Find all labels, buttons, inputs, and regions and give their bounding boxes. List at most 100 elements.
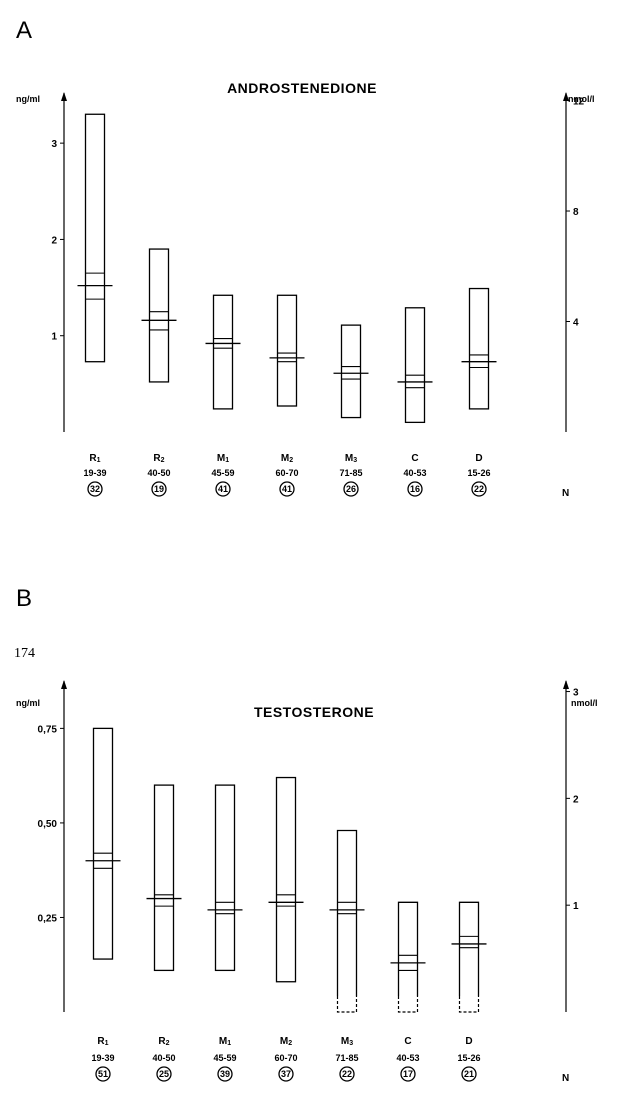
age-range-label: 71-85 (339, 468, 362, 478)
sample-count-label: 25 (159, 1069, 169, 1079)
group-label: M2 (281, 453, 293, 464)
right-tick-label: 3 (573, 688, 579, 699)
panel-a-label: A (16, 17, 32, 44)
age-range-label: 40-50 (152, 1053, 175, 1063)
range-bar (404, 307, 426, 424)
age-range-label: 15-26 (457, 1053, 480, 1063)
range-bar (84, 113, 106, 363)
panel-b-label: B (16, 585, 32, 612)
right-axis-arrow (563, 92, 569, 101)
group-label: D (475, 453, 482, 464)
count-circle (279, 481, 295, 497)
sample-count-label: 19 (154, 484, 164, 494)
group-label: R1 (97, 1036, 108, 1047)
n-label: N (562, 488, 569, 499)
group-label: M2 (280, 1036, 292, 1047)
range-bar-open-bottom (397, 996, 419, 1013)
right-tick-label: 1 (573, 901, 579, 912)
age-range-label: 40-53 (403, 468, 426, 478)
age-range-label: 60-70 (275, 468, 298, 478)
group-label: M3 (345, 453, 357, 464)
right-axis-unit: nmol/l (571, 698, 598, 708)
range-bar-open-bottom (458, 996, 480, 1013)
sample-count-label: 41 (218, 484, 228, 494)
count-circle (343, 481, 359, 497)
sample-count-label: 51 (98, 1069, 108, 1079)
range-bar (153, 784, 175, 972)
left-axis-unit: ng/ml (16, 698, 40, 708)
sample-count-label: 22 (342, 1069, 352, 1079)
sample-count-label: 39 (220, 1069, 230, 1079)
left-tick-label: 1 (51, 332, 57, 343)
count-circle (400, 1066, 416, 1082)
right-tick-label: 4 (573, 318, 579, 329)
left-tick-label: 0,50 (38, 819, 58, 830)
right-tick-label: 12 (573, 97, 585, 108)
count-circle (471, 481, 487, 497)
sample-count-label: 37 (281, 1069, 291, 1079)
page-number: 174 (14, 646, 35, 661)
range-bar (276, 294, 298, 407)
count-circle (215, 481, 231, 497)
age-range-label: 19-39 (91, 1053, 114, 1063)
range-bar (212, 294, 234, 410)
testosterone-chart: TESTOSTERONE ng/ml nmol/l 0,25 0,50 0,75 1 2 3 R1… (16, 680, 598, 1084)
chart-title: TESTOSTERONE (254, 704, 374, 720)
range-bar (397, 901, 419, 996)
left-tick-label: 0,75 (38, 724, 58, 735)
age-range-label: 40-50 (147, 468, 170, 478)
range-bar (214, 784, 236, 972)
right-tick-label: 2 (573, 794, 579, 805)
count-circle (217, 1066, 233, 1082)
range-bar (468, 287, 490, 410)
count-circle (151, 481, 167, 497)
group-label: C (411, 453, 418, 464)
age-range-label: 19-39 (83, 468, 106, 478)
count-circle (407, 481, 423, 497)
count-circle (156, 1066, 172, 1082)
range-bar (92, 727, 114, 960)
sample-count-label: 26 (346, 484, 356, 494)
sample-count-label: 17 (403, 1069, 413, 1079)
chart-title: ANDROSTENEDIONE (227, 80, 377, 96)
sample-count-label: 21 (464, 1069, 474, 1079)
group-label: C (404, 1036, 411, 1047)
count-circle (339, 1066, 355, 1082)
sample-count-label: 32 (90, 484, 100, 494)
right-axis-unit: nmol/l (568, 94, 595, 104)
count-circle (87, 481, 103, 497)
count-circle (95, 1066, 111, 1082)
age-range-label: 71-85 (335, 1053, 358, 1063)
left-axis-arrow (61, 680, 67, 689)
n-label: N (562, 1073, 569, 1084)
left-axis-arrow (61, 92, 67, 101)
sample-count-label: 22 (474, 484, 484, 494)
age-range-label: 40-53 (396, 1053, 419, 1063)
age-range-label: 45-59 (211, 468, 234, 478)
age-range-label: 45-59 (213, 1053, 236, 1063)
sample-count-label: 16 (410, 484, 420, 494)
group-label: R1 (89, 453, 100, 464)
range-bar (148, 248, 170, 383)
group-label: D (465, 1036, 472, 1047)
left-axis-unit: ng/ml (16, 94, 40, 104)
left-tick-label: 2 (51, 235, 57, 246)
range-bar (340, 324, 362, 419)
age-range-label: 60-70 (274, 1053, 297, 1063)
group-label: R2 (153, 453, 164, 464)
count-circle (278, 1066, 294, 1082)
left-tick-label: 0,25 (38, 913, 58, 924)
range-bar (275, 776, 297, 983)
left-tick-label: 3 (51, 139, 57, 150)
age-range-label: 15-26 (467, 468, 490, 478)
range-bar-open-bottom (336, 996, 358, 1013)
range-bar (458, 901, 480, 996)
count-circle (461, 1066, 477, 1082)
right-tick-label: 8 (573, 207, 579, 218)
sample-count-label: 41 (282, 484, 292, 494)
right-axis-arrow (563, 680, 569, 689)
group-label: M1 (219, 1036, 231, 1047)
group-label: M1 (217, 453, 229, 464)
